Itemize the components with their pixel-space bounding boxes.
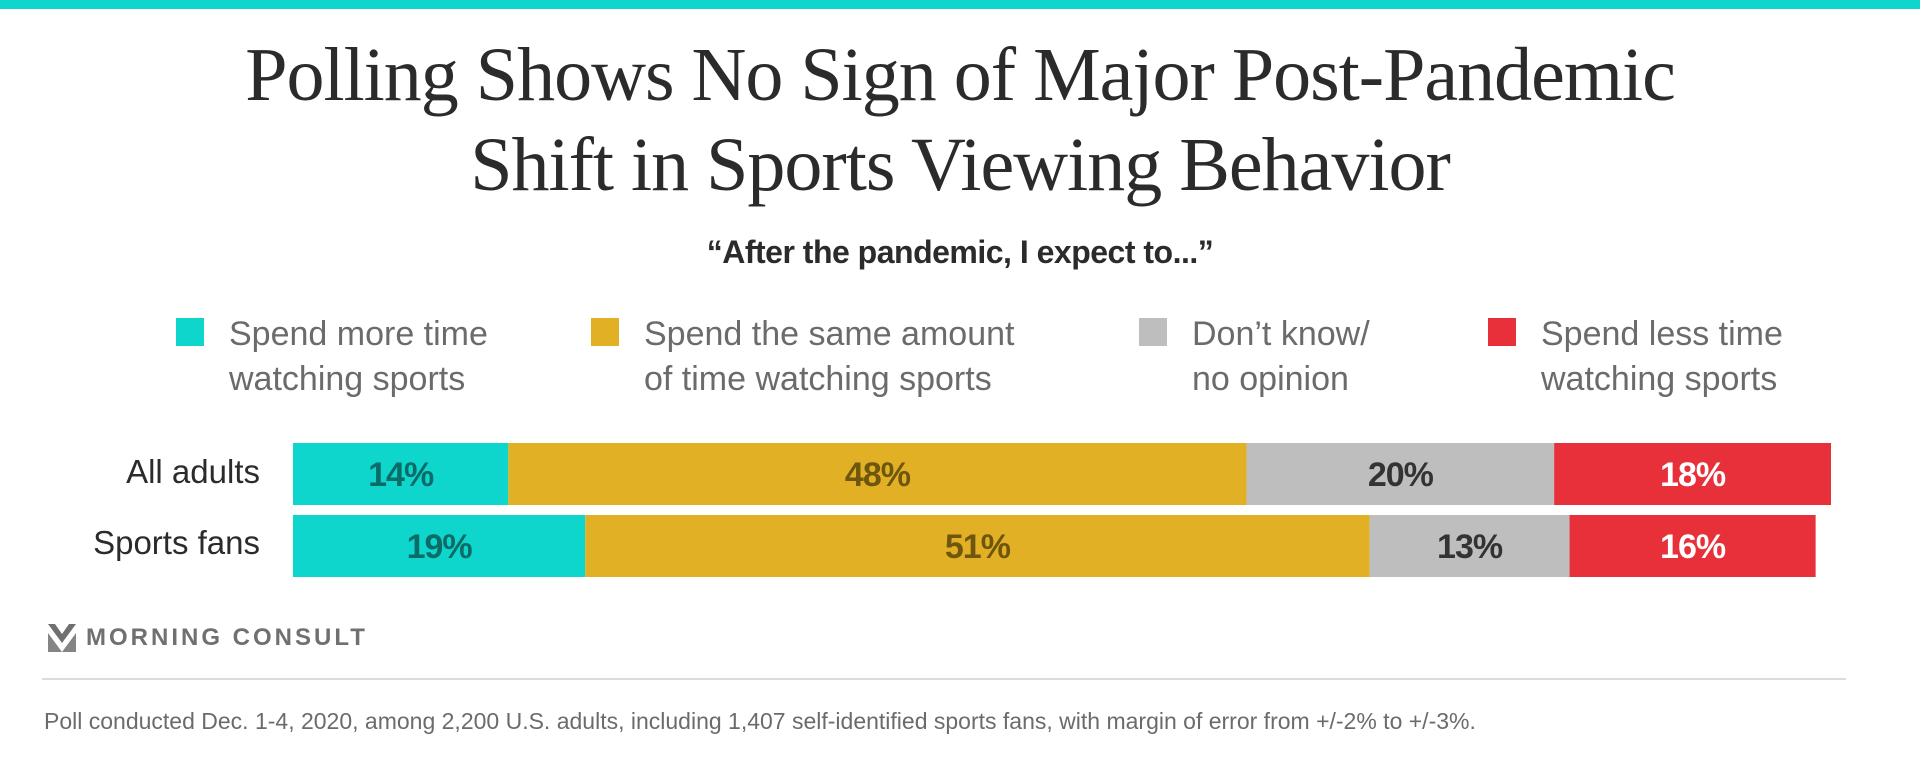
- data-label-all-adults-0: 14%: [368, 456, 434, 494]
- bar-segment-all-adults-3: [1554, 443, 1831, 505]
- bar-segment-all-adults-1: [508, 443, 1247, 505]
- legend-swatch-dont-know: [1139, 318, 1167, 346]
- data-label-sports-fans-0: 19%: [407, 528, 473, 566]
- legend-label-line: Spend more time: [229, 315, 488, 353]
- legend-swatch-same-time: [591, 318, 619, 346]
- legend-swatch-less-time: [1488, 318, 1516, 346]
- legend-label-dont-know: Don’t know/ no opinion: [1192, 312, 1370, 402]
- logo-text: MORNING CONSULT: [86, 624, 368, 651]
- legend-label-same-time: Spend the same amount of time watching s…: [644, 312, 1014, 402]
- row-label-sports-fans: Sports fans: [93, 524, 260, 561]
- footer-divider: [42, 678, 1846, 680]
- data-label-all-adults-1: 48%: [845, 456, 911, 494]
- data-label-all-adults-2: 20%: [1368, 456, 1434, 494]
- chart-subtitle: “After the pandemic, I expect to...”: [706, 234, 1214, 270]
- data-label-sports-fans-1: 51%: [945, 528, 1011, 566]
- legend-label-line: no opinion: [1192, 360, 1349, 398]
- data-label-all-adults-3: 18%: [1660, 456, 1726, 494]
- bar-segment-sports-fans-0: [293, 515, 586, 577]
- morning-consult-chevron-icon: [48, 624, 76, 652]
- data-label-sports-fans-3: 16%: [1660, 528, 1726, 566]
- bar-segment-sports-fans-3: [1569, 515, 1816, 577]
- bar-segment-sports-fans-1: [585, 515, 1370, 577]
- legend-label-more-time: Spend more time watching sports: [229, 312, 488, 402]
- legend-label-line: Spend the same amount: [644, 315, 1015, 353]
- legend-swatch-more-time: [176, 318, 204, 346]
- chart-title: Polling Shows No Sign of Major Post-Pand…: [0, 30, 1920, 210]
- bar-segment-all-adults-2: [1246, 443, 1555, 505]
- bar-row-all-adults: 14% 48% 20% 18%: [293, 443, 1831, 505]
- footnote: Poll conducted Dec. 1-4, 2020, among 2,2…: [44, 708, 1476, 734]
- legend-label-line: watching sports: [1541, 360, 1778, 398]
- bar-segment-sports-fans-2: [1369, 515, 1570, 577]
- accent-top-bar: [0, 0, 1920, 9]
- chart-title-line-2: Shift in Sports Viewing Behavior: [470, 123, 1451, 207]
- bar-segment-all-adults-0: [293, 443, 509, 505]
- data-label-sports-fans-2: 13%: [1437, 528, 1503, 566]
- row-label-all-adults: All adults: [126, 453, 260, 490]
- bar-row-sports-fans: 19% 51% 13% 16%: [293, 515, 1816, 577]
- legend-label-line: Don’t know/: [1192, 315, 1370, 353]
- legend-label-less-time: Spend less time watching sports: [1541, 312, 1783, 402]
- legend-label-line: Spend less time: [1541, 315, 1783, 353]
- chart-title-line-1: Polling Shows No Sign of Major Post-Pand…: [245, 33, 1676, 117]
- legend-label-line: of time watching sports: [644, 360, 992, 398]
- legend-label-line: watching sports: [229, 360, 466, 398]
